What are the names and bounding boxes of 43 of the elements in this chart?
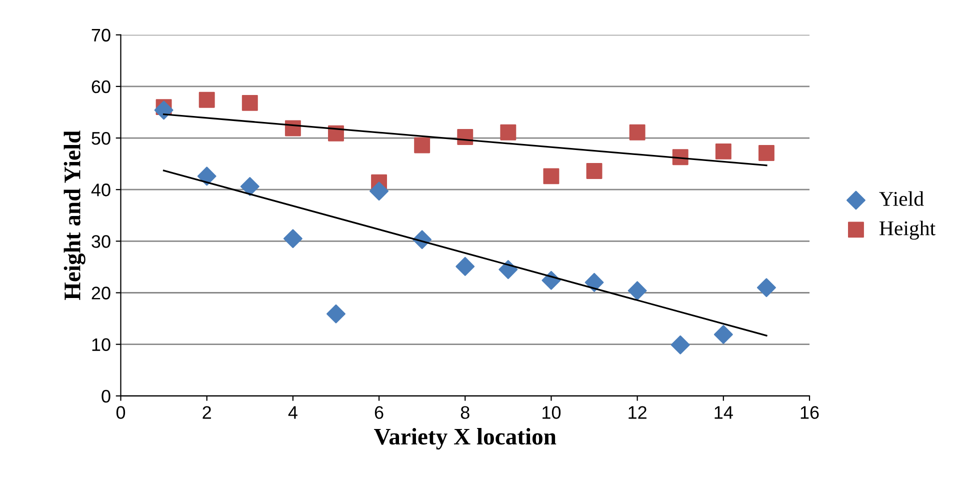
y-tick-label: 0 [102,390,110,403]
x-tick-label: 14 [714,406,733,419]
point [154,100,174,120]
x-tick-label: 12 [628,406,646,419]
point [629,124,646,140]
point [543,168,560,184]
point [240,177,260,196]
point [586,163,602,180]
y-tick-label: 50 [92,132,110,145]
y-tick-label: 70 [92,28,110,42]
x-tick-label: 6 [374,406,384,419]
legend-label: Height [879,220,936,240]
x-axis-title: Variety X location [374,428,556,450]
point [715,143,732,160]
x-tick-label: 0 [116,406,126,419]
x-tick-label: 2 [202,406,211,419]
point [758,144,774,161]
point [242,94,258,111]
y-tick-label: 10 [92,338,110,352]
legend-label: Yield [879,191,924,206]
point [714,325,733,344]
point [584,272,604,292]
x-tick-label: 8 [460,406,470,419]
point [498,260,518,280]
x-tick-label: 10 [542,406,561,419]
y-axis-title: Height and Yield [64,130,86,300]
point [756,278,776,298]
point [628,281,647,300]
y-tick-label: 60 [92,80,110,94]
point [370,182,389,201]
y-tick-label: 30 [92,235,110,248]
x-tick-label: 16 [800,406,819,419]
y-tick-label: 20 [92,286,110,300]
point [500,124,516,140]
point [197,166,216,186]
y-tick-label: 40 [91,184,110,196]
point [198,92,215,108]
point [456,256,475,276]
point [414,137,430,154]
point [283,229,302,248]
point [670,335,690,354]
point [326,304,346,324]
x-tick-label: 4 [288,406,298,419]
